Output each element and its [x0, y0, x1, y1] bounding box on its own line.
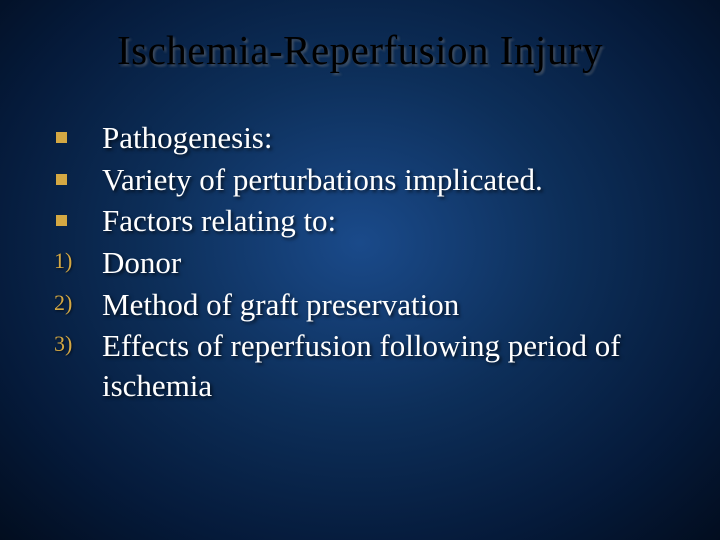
list-item: Pathogenesis:	[54, 118, 680, 158]
list-item: Variety of perturbations implicated.	[54, 160, 680, 200]
list-item-text: Donor	[102, 243, 680, 283]
list-item-text: Pathogenesis:	[102, 118, 680, 158]
list-item: 3) Effects of reperfusion following peri…	[54, 326, 680, 405]
list-item: 1) Donor	[54, 243, 680, 283]
list-item: Factors relating to:	[54, 201, 680, 241]
list-item: 2) Method of graft preservation	[54, 285, 680, 325]
slide: Ischemia-Reperfusion Injury Pathogenesis…	[0, 0, 720, 540]
slide-body: Pathogenesis: Variety of perturbations i…	[0, 74, 720, 406]
square-bullet-icon	[54, 118, 102, 151]
square-bullet-icon	[54, 160, 102, 193]
square-bullet-icon	[54, 201, 102, 234]
list-item-text: Method of graft preservation	[102, 285, 680, 325]
number-bullet: 2)	[54, 285, 102, 317]
number-bullet: 3)	[54, 326, 102, 358]
list-item-text: Effects of reperfusion following period …	[102, 326, 680, 405]
list-item-text: Factors relating to:	[102, 201, 680, 241]
number-bullet: 1)	[54, 243, 102, 275]
list-item-text: Variety of perturbations implicated.	[102, 160, 680, 200]
slide-title: Ischemia-Reperfusion Injury	[0, 0, 720, 74]
